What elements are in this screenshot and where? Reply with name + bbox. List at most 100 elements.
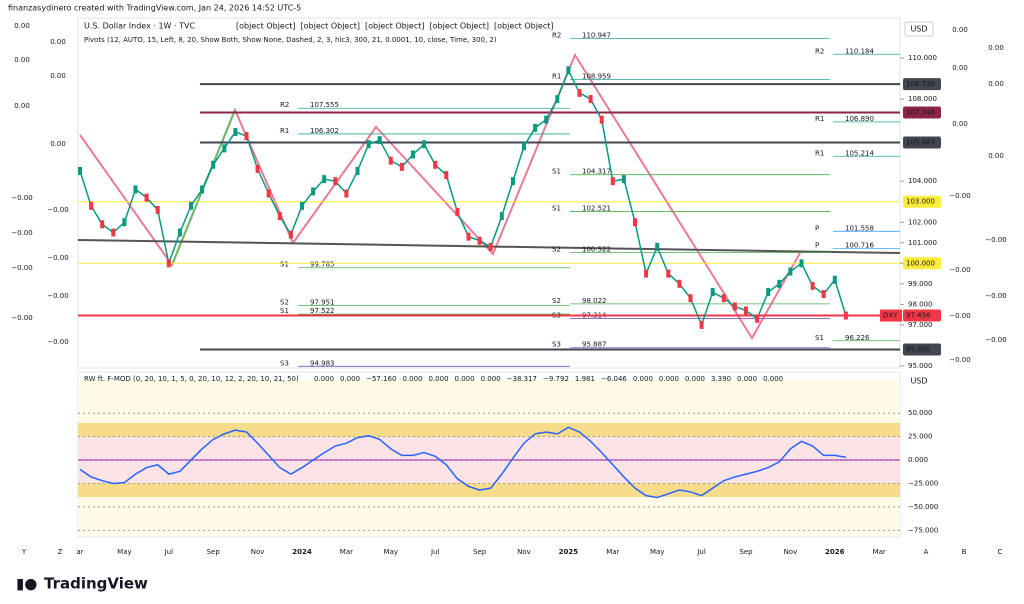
side-label: 0.00 — [50, 72, 66, 80]
candle — [777, 279, 782, 288]
candle — [533, 123, 538, 132]
indicator: Pivots (12, AUTO, 15, Left, 8, 20, Show … — [84, 36, 497, 44]
candle — [510, 177, 515, 186]
candle — [100, 220, 105, 229]
candle — [78, 166, 82, 175]
candle — [755, 314, 760, 323]
side-label: 0.00 — [50, 38, 66, 46]
currency: USD — [910, 377, 927, 386]
ohlc-value: [object Object] — [365, 22, 425, 31]
pivot-name: R2 — [280, 101, 289, 109]
pivot-name: R2 — [552, 32, 561, 40]
candle — [721, 294, 726, 303]
candle — [588, 95, 593, 104]
axis-letter: C — [998, 548, 1003, 556]
pivot-label: 104.317 — [582, 168, 611, 176]
candle — [333, 177, 338, 186]
candle — [288, 230, 293, 239]
candle — [466, 232, 471, 241]
osc-reading: 0.000 — [763, 375, 783, 383]
pivot-label: 101.558 — [845, 224, 874, 232]
side-label: 0.00 — [988, 152, 1004, 160]
candle — [155, 205, 160, 214]
pivot-name: S2 — [552, 297, 561, 305]
side-label: −0.00 — [949, 356, 970, 364]
y-tick-label: −75.000 — [908, 526, 938, 534]
candle — [399, 162, 404, 171]
pivot-name: S1 — [552, 205, 561, 213]
pivot-name: P — [815, 224, 819, 232]
price-line — [79, 68, 847, 328]
candle — [799, 259, 804, 268]
osc-reading: 0.000 — [429, 375, 449, 383]
candle — [144, 193, 149, 202]
osc-reading: −9.792 — [543, 375, 569, 383]
price-tag — [903, 78, 941, 91]
pivot-label: 99.785 — [310, 261, 335, 269]
currency-box[interactable] — [904, 21, 934, 37]
x-tick-label: Jul — [164, 548, 174, 556]
side-label: −0.00 — [11, 194, 32, 202]
y-tick-label: 110.000 — [908, 54, 937, 62]
x-tick-label: 2024 — [292, 548, 312, 556]
price-tag-label: 95.800 — [906, 346, 931, 354]
brand-logo: ▮● — [16, 575, 37, 593]
side-label: −0.00 — [11, 314, 32, 322]
candle — [422, 140, 427, 149]
candle — [433, 160, 438, 169]
x-tick-label: Mar — [340, 548, 353, 556]
y-tick-label: 0.000 — [908, 456, 928, 464]
candle — [832, 275, 837, 284]
price-tag-label: 97.456 — [906, 312, 931, 320]
candle — [255, 164, 260, 173]
x-tick-label: Jul — [430, 548, 440, 556]
osc-band-upper — [78, 423, 900, 437]
osc-reading: 0.000 — [314, 375, 334, 383]
y-tick-label: 101.000 — [908, 239, 937, 247]
pivot-name: R1 — [552, 72, 561, 80]
symbol-tag — [880, 309, 902, 322]
x-tick-label: Jul — [696, 548, 706, 556]
candle — [233, 127, 238, 136]
pivot-name: S3 — [280, 359, 289, 367]
osc-reading: 0.000 — [659, 375, 679, 383]
price-tag — [903, 309, 941, 322]
x-tick-label: Mar — [873, 548, 886, 556]
y-tick-label: 104.000 — [908, 177, 937, 185]
osc-reading: −38.317 — [507, 375, 537, 383]
candle — [222, 144, 227, 153]
candle — [633, 218, 637, 227]
candle — [200, 185, 205, 194]
candle — [522, 142, 526, 151]
price-tag — [903, 106, 941, 119]
candle — [488, 242, 493, 251]
price-tag-label: 105.883 — [906, 139, 935, 147]
x-tick-label: Sep — [739, 548, 753, 556]
candle — [621, 175, 626, 184]
side-label: 0.00 — [988, 80, 1004, 88]
ohlc-value: [object Object] — [430, 22, 490, 31]
pivot-name: S1 — [280, 307, 289, 315]
x-tick-label: May — [384, 548, 398, 556]
x-tick-label: ar — [76, 548, 83, 556]
pivot-label: 98.022 — [582, 297, 607, 305]
price-pane — [77, 17, 901, 369]
candle — [644, 269, 649, 278]
candle — [788, 267, 793, 276]
osc-reading: 0.000 — [402, 375, 422, 383]
price-tag-label: 108.730 — [906, 80, 935, 88]
x-tick-label: Sep — [473, 548, 487, 556]
candle — [211, 160, 216, 169]
pivot-label: 97.951 — [310, 298, 335, 306]
side-label: −0.00 — [949, 312, 970, 320]
osc-reading: −6.046 — [601, 375, 627, 383]
candle — [688, 294, 693, 303]
candle — [666, 269, 671, 278]
osc-reading: 0.000 — [737, 375, 757, 383]
side-label: −0.00 — [47, 292, 68, 300]
pivot-name: S3 — [552, 341, 561, 349]
candle — [244, 132, 249, 141]
candle — [555, 95, 560, 104]
y-tick-label: 95.000 — [908, 362, 933, 370]
candle — [455, 207, 460, 216]
